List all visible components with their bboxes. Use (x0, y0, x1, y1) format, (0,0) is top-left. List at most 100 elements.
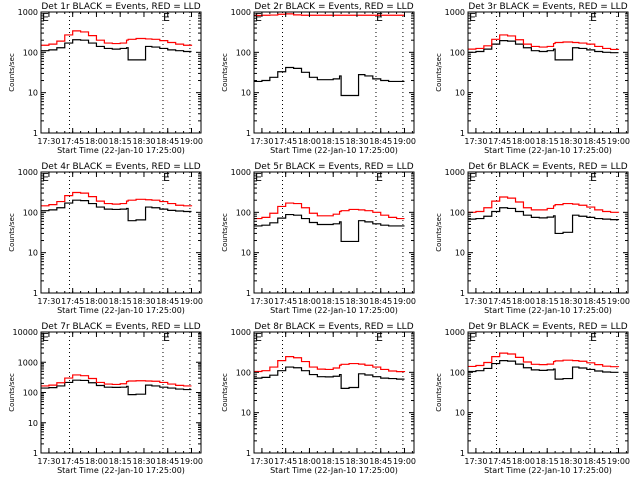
y-axis-label: Counts/sec (435, 53, 443, 92)
x-axis-label: Start Time (22-Jan-10 17:25:00) (57, 146, 185, 155)
e-marker: E (42, 11, 49, 24)
x-tick-label: 17:30 (37, 137, 60, 146)
y-axis-label: Counts/sec (8, 373, 16, 412)
x-tick-label: 18:15 (536, 137, 559, 146)
y-tick-label: 10 (455, 89, 465, 98)
x-tick-label: 18:30 (132, 137, 155, 146)
plot-frame (253, 11, 415, 134)
x-tick-label: 17:45 (488, 137, 511, 146)
plot-frame (40, 11, 202, 134)
e-marker: E (163, 171, 170, 184)
y-tick-label: 100 (236, 208, 251, 217)
x-axis-label: Start Time (22-Jan-10 17:25:00) (57, 306, 185, 315)
y-tick-label: 100 (236, 48, 251, 57)
y-tick-label: 1000 (231, 328, 251, 337)
x-tick-label: 19:00 (180, 457, 203, 466)
y-tick-label: 10 (28, 249, 38, 258)
series-lld-line (41, 374, 192, 387)
y-tick-label: 10000 (13, 328, 38, 337)
x-axis-label: Start Time (22-Jan-10 17:25:00) (270, 466, 398, 475)
y-axis-label: Counts/sec (221, 213, 229, 252)
e-marker: E (590, 171, 597, 184)
series-lld-line (254, 202, 405, 220)
x-axis-label: Start Time (22-Jan-10 17:25:00) (57, 466, 185, 475)
y-axis-label: Counts/sec (435, 213, 443, 252)
x-tick-label: 17:45 (274, 297, 297, 306)
panel-title: Det 6r BLACK = Events, RED = LLD (468, 162, 627, 172)
e-marker: E (255, 331, 262, 344)
x-tick-label: 19:00 (180, 137, 203, 146)
x-axis-label: Start Time (22-Jan-10 17:25:00) (484, 306, 612, 315)
x-tick-label: 18:15 (536, 297, 559, 306)
y-axis-label: Counts/sec (8, 53, 16, 92)
e-marker: E (255, 11, 262, 24)
x-axis-label: Start Time (22-Jan-10 17:25:00) (270, 146, 398, 155)
e-marker: E (163, 331, 170, 344)
x-tick-label: 17:45 (61, 137, 84, 146)
y-tick-label: 100 (23, 208, 38, 217)
series-events-line (254, 66, 405, 97)
x-tick-label: 18:00 (298, 457, 321, 466)
y-tick-label: 1 (460, 129, 465, 138)
x-tick-label: 18:15 (109, 297, 132, 306)
e-marker: E (376, 331, 383, 344)
x-tick-label: 19:00 (180, 297, 203, 306)
x-tick-label: 18:30 (132, 297, 155, 306)
x-tick-label: 18:45 (369, 137, 392, 146)
x-tick-label: 18:30 (559, 137, 582, 146)
x-tick-label: 18:30 (345, 297, 368, 306)
e-marker: E (376, 171, 383, 184)
e-marker: E (42, 171, 49, 184)
series-events-line (41, 39, 192, 61)
x-tick-label: 18:45 (583, 457, 606, 466)
x-tick-label: 17:45 (274, 457, 297, 466)
plot-frame (467, 171, 629, 294)
x-tick-label: 18:00 (298, 297, 321, 306)
x-tick-label: 18:30 (559, 457, 582, 466)
x-tick-label: 18:00 (512, 137, 535, 146)
series-lld-line (41, 30, 193, 46)
y-tick-label: 10 (241, 89, 251, 98)
y-tick-label: 10 (241, 249, 251, 258)
y-tick-label: 10 (28, 419, 38, 428)
x-tick-label: 17:45 (488, 457, 511, 466)
panel-title: Det 2r BLACK = Events, RED = LLD (254, 2, 413, 12)
x-tick-label: 18:45 (369, 457, 392, 466)
x-tick-label: 19:00 (607, 137, 630, 146)
y-tick-label: 1 (460, 449, 465, 458)
y-tick-label: 1000 (231, 168, 251, 177)
x-axis-label: Start Time (22-Jan-10 17:25:00) (484, 146, 612, 155)
series-events-line (254, 366, 405, 389)
y-tick-label: 1000 (18, 358, 38, 367)
y-axis-label: Counts/sec (221, 53, 229, 92)
x-tick-label: 17:30 (250, 457, 273, 466)
x-tick-label: 17:45 (488, 297, 511, 306)
e-marker: E (590, 11, 597, 24)
e-marker: E (590, 331, 597, 344)
x-tick-label: 18:00 (85, 457, 108, 466)
x-tick-label: 18:30 (559, 297, 582, 306)
x-axis-label: Start Time (22-Jan-10 17:25:00) (484, 466, 612, 475)
x-tick-label: 19:00 (607, 457, 630, 466)
y-tick-label: 1 (33, 289, 38, 298)
x-tick-label: 18:15 (322, 137, 345, 146)
x-tick-label: 18:45 (156, 457, 179, 466)
x-tick-label: 18:45 (583, 297, 606, 306)
x-tick-label: 18:30 (132, 457, 155, 466)
y-tick-label: 1 (460, 289, 465, 298)
x-tick-label: 18:15 (322, 297, 345, 306)
x-tick-label: 19:00 (393, 457, 416, 466)
y-tick-label: 10 (455, 249, 465, 258)
y-tick-label: 100 (450, 368, 465, 377)
x-tick-label: 18:45 (156, 137, 179, 146)
e-marker: E (469, 171, 476, 184)
series-lld-line (468, 196, 620, 213)
x-tick-label: 17:30 (37, 457, 60, 466)
series-events-line (468, 207, 620, 235)
x-tick-label: 17:30 (464, 457, 487, 466)
x-tick-label: 17:30 (250, 297, 273, 306)
panel-title: Det 5r BLACK = Events, RED = LLD (254, 162, 413, 172)
